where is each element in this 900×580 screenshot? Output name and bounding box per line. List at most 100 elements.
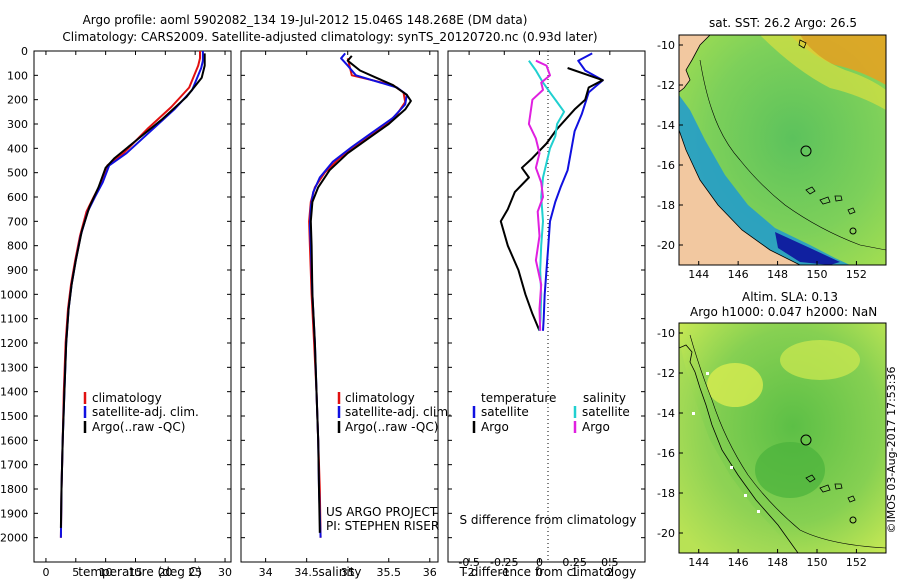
depth-tick-label: 0 (21, 45, 28, 58)
x-tick-label: -1 (499, 566, 510, 579)
x-tick-label: 30 (218, 566, 232, 579)
difference-axis-ticks: -2 -1 0 1 2 -0.5 -0.25 0 0.25 0.5 (458, 51, 619, 579)
sst-argo-marker (800, 145, 812, 157)
series-line-satellite-adj-clim- (308, 52, 408, 538)
top-tick-label: 0.25 (562, 556, 587, 569)
map-lon-label: 146 (728, 268, 749, 281)
map-lat-label: -18 (657, 199, 675, 212)
x-tick-label: 0 (42, 566, 49, 579)
map-lon-label: 146 (728, 556, 749, 569)
sla-high-blob-1 (707, 363, 763, 407)
depth-tick-label: 200 (7, 94, 28, 107)
series-line-salinity-argo (527, 59, 551, 331)
difference-plot-frame (447, 50, 646, 563)
map-lon-label: 152 (846, 556, 867, 569)
depth-tick-label: 1100 (0, 313, 28, 326)
depth-tick-label: 1700 (0, 459, 28, 472)
project-annotation: US ARGO PROJECT (326, 505, 438, 519)
difference-legend: temperature salinity satellite Argo sate… (472, 391, 630, 434)
legend-label-climatology: climatology (345, 391, 415, 405)
legend-label-climatology: climatology (92, 391, 162, 405)
sst-yellow-region (760, 35, 886, 110)
x-tick-label: 2 (606, 566, 613, 579)
sla-map-ticks: 144 146 148 150 152 -10 -12 -14 -16 -18 -20 (657, 327, 867, 569)
series-line-temperature-satellite (542, 52, 604, 331)
x-tick-label: 25 (188, 566, 202, 579)
sst-map-title: sat. SST: 26.2 Argo: 26.5 (709, 16, 857, 30)
legend-label-satellite-adj: satellite-adj. clim. (92, 405, 199, 419)
map-lon-label: 144 (688, 268, 709, 281)
map-lat-label: -12 (657, 79, 675, 92)
sst-map-ticks: 144 146 148 150 152 -10 -12 -14 -16 -18 -20 (657, 39, 867, 281)
series-line-argo-raw-qc- (59, 53, 206, 528)
temperature-legend: climatology satellite-adj. clim. Argo(..… (83, 391, 199, 434)
x-tick-label: 36 (423, 566, 437, 579)
temperature-difference-label: T difference from climatology (459, 565, 637, 579)
top-tick-label: 0.5 (601, 556, 619, 569)
sst-north-coast (679, 35, 711, 93)
depth-tick-label: 700 (7, 215, 28, 228)
depth-tick-label: 300 (7, 118, 28, 131)
temperature-axis-ticks: 0 5 10 15 20 25 30 (42, 51, 232, 579)
sla-coastal-dots (692, 372, 760, 513)
legend-label-sal-satellite: satellite (582, 405, 630, 419)
map-lat-label: -16 (657, 159, 675, 172)
sla-argo-marker (800, 434, 812, 446)
x-tick-label: 35 (341, 566, 355, 579)
map-lat-label: -20 (657, 527, 675, 540)
top-tick-label: -0.5 (458, 556, 479, 569)
legend-label-temp-argo: Argo (481, 420, 509, 434)
depth-tick-label: 400 (7, 142, 28, 155)
map-lat-label: -14 (657, 407, 675, 420)
map-lon-label: 150 (807, 556, 828, 569)
salinity-axis-label: salinity (318, 565, 361, 579)
top-tick-label: 0 (536, 556, 543, 569)
depth-axis-ticks: 0 100 200 300 400 500 600 700 800 900 1000 1100 1200… (0, 45, 645, 545)
depth-tick-label: 1500 (0, 410, 28, 423)
legend-title-salinity: salinity (583, 391, 626, 405)
legend-label-sal-argo: Argo (582, 420, 610, 434)
map-lat-label: -18 (657, 487, 675, 500)
sla-coastline (679, 344, 799, 553)
depth-tick-label: 1800 (0, 483, 28, 496)
x-tick-label: -2 (464, 566, 475, 579)
salinity-panel: 34 34.5 35 35.5 36 salinity climatology sate… (240, 50, 452, 579)
sla-land-mass (679, 340, 795, 553)
temperature-axis-label: temperature (deg C) (78, 565, 201, 579)
map-lat-label: -12 (657, 367, 675, 380)
depth-tick-label: 1600 (0, 434, 28, 447)
legend-label-argo: Argo(..raw -QC) (92, 420, 185, 434)
sst-map-panel: sat. SST: 26.2 Argo: 26.5 144 146 148 150 15… (657, 16, 887, 281)
sst-cold-coastal-band (679, 95, 850, 265)
series-line-climatology (308, 58, 407, 538)
sla-map-title-line1: Altim. SLA: 0.13 (742, 290, 838, 304)
sla-map-frame (678, 322, 887, 554)
depth-tick-label: 1300 (0, 361, 28, 374)
sla-reef-islands (805, 474, 856, 503)
legend-label-argo: Argo(..raw -QC) (345, 420, 438, 434)
sst-secondary-marker (849, 227, 857, 235)
sla-map-panel: Altim. SLA: 0.13 Argo h1000: 0.047 h2000… (657, 290, 887, 569)
series-line-climatology (59, 51, 201, 538)
x-tick-label: 10 (99, 566, 113, 579)
salinity-difference-label: S difference from climatology (460, 513, 637, 527)
salinity-axis-ticks: 34 34.5 35 35.5 36 (259, 51, 437, 579)
salinity-plot-frame (240, 50, 439, 563)
sst-deep-cold-band (775, 232, 840, 265)
x-tick-label: 20 (158, 566, 172, 579)
depth-tick-label: 900 (7, 264, 28, 277)
x-tick-label: 15 (128, 566, 142, 579)
sst-reef-islands (798, 39, 856, 215)
sst-shelf-contour (699, 59, 886, 251)
depth-tick-label: 100 (7, 69, 28, 82)
map-lat-label: -14 (657, 119, 675, 132)
temperature-panel: 0100200300400500600700800900100011001200… (0, 45, 645, 579)
sla-low-blob-1 (755, 442, 825, 498)
x-tick-label: 34.5 (294, 566, 319, 579)
depth-tick-label: 800 (7, 240, 28, 253)
map-lat-label: -20 (657, 239, 675, 252)
map-lon-label: 148 (767, 268, 788, 281)
x-tick-label: 34 (259, 566, 273, 579)
depth-tick-label: 1400 (0, 386, 28, 399)
